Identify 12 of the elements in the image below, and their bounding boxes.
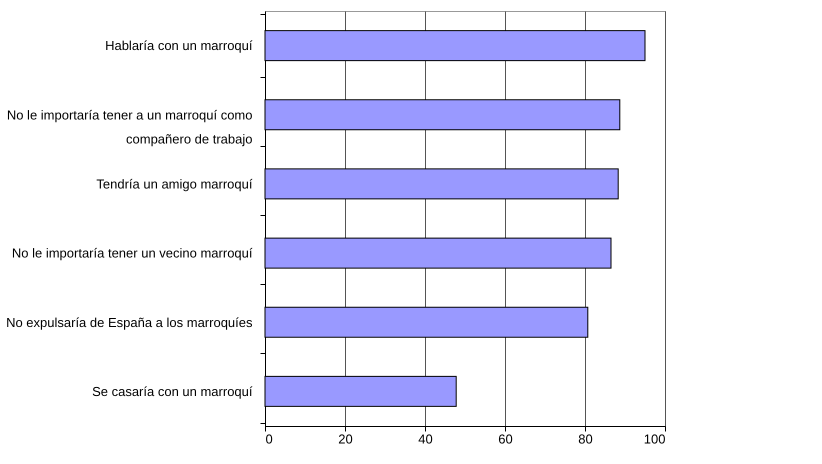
x-tick-label: 60	[498, 432, 513, 446]
y-tick-label: No le importaría tener a un marroquí como compañero de trabajo	[6, 107, 252, 146]
x-tick-label: 80	[578, 432, 593, 446]
y-tick-label: No le importaría tener un vecino marroquí	[12, 246, 253, 261]
y-tick-label: Hablaría con un marroquí	[105, 38, 253, 54]
x-tick-label: 20	[338, 432, 353, 446]
x-tick-label: 100	[644, 432, 666, 446]
x-tick-label: 0	[266, 432, 273, 446]
y-tick-label: Se casaría con un marroquí	[92, 384, 253, 399]
y-tick-label: Tendría un amigo marroquí	[96, 176, 253, 192]
y-tick-label: No expulsaría de España a los marroquíes	[6, 314, 253, 330]
x-tick-label: 40	[418, 432, 433, 446]
